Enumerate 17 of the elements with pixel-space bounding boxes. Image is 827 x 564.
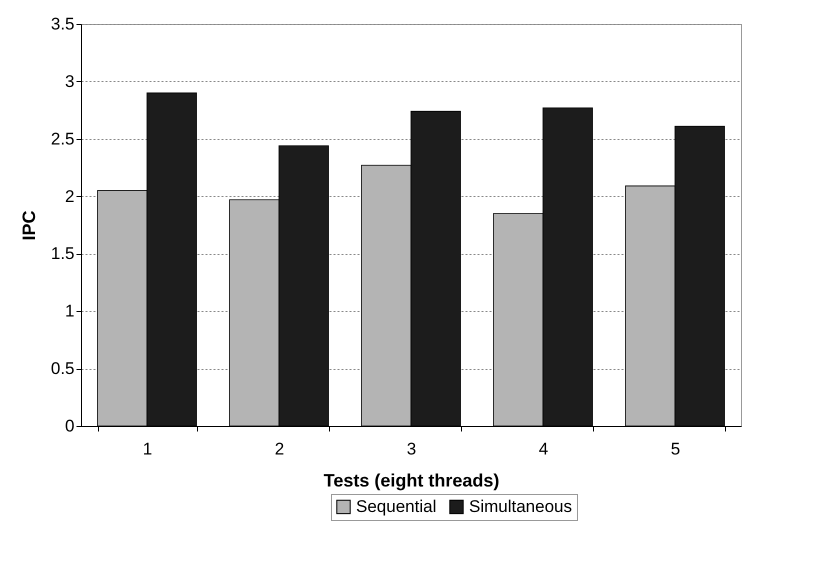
y-tick-label: 0 bbox=[65, 416, 74, 436]
y-tick-label: 3 bbox=[65, 72, 74, 91]
x-tick-label: 2 bbox=[274, 440, 284, 458]
x-tick-label: 5 bbox=[670, 440, 680, 458]
y-tick-label: 1.5 bbox=[50, 244, 74, 264]
y-axis-title: IPC bbox=[18, 210, 39, 241]
y-tick-label: 2 bbox=[65, 186, 74, 206]
x-tick-label: 4 bbox=[538, 440, 548, 458]
y-tick-label: 0.5 bbox=[50, 359, 74, 378]
x-axis-title: Tests (eight threads) bbox=[324, 470, 500, 490]
y-tick-label: 2.5 bbox=[50, 129, 74, 148]
y-tick-label: 3.5 bbox=[50, 14, 74, 34]
legend-label: Sequential bbox=[356, 496, 436, 516]
legend-label: Simultaneous bbox=[469, 496, 572, 516]
y-tick-label: 1 bbox=[65, 302, 74, 321]
x-tick-label: 3 bbox=[406, 440, 416, 458]
x-tick-label: 1 bbox=[142, 440, 152, 458]
